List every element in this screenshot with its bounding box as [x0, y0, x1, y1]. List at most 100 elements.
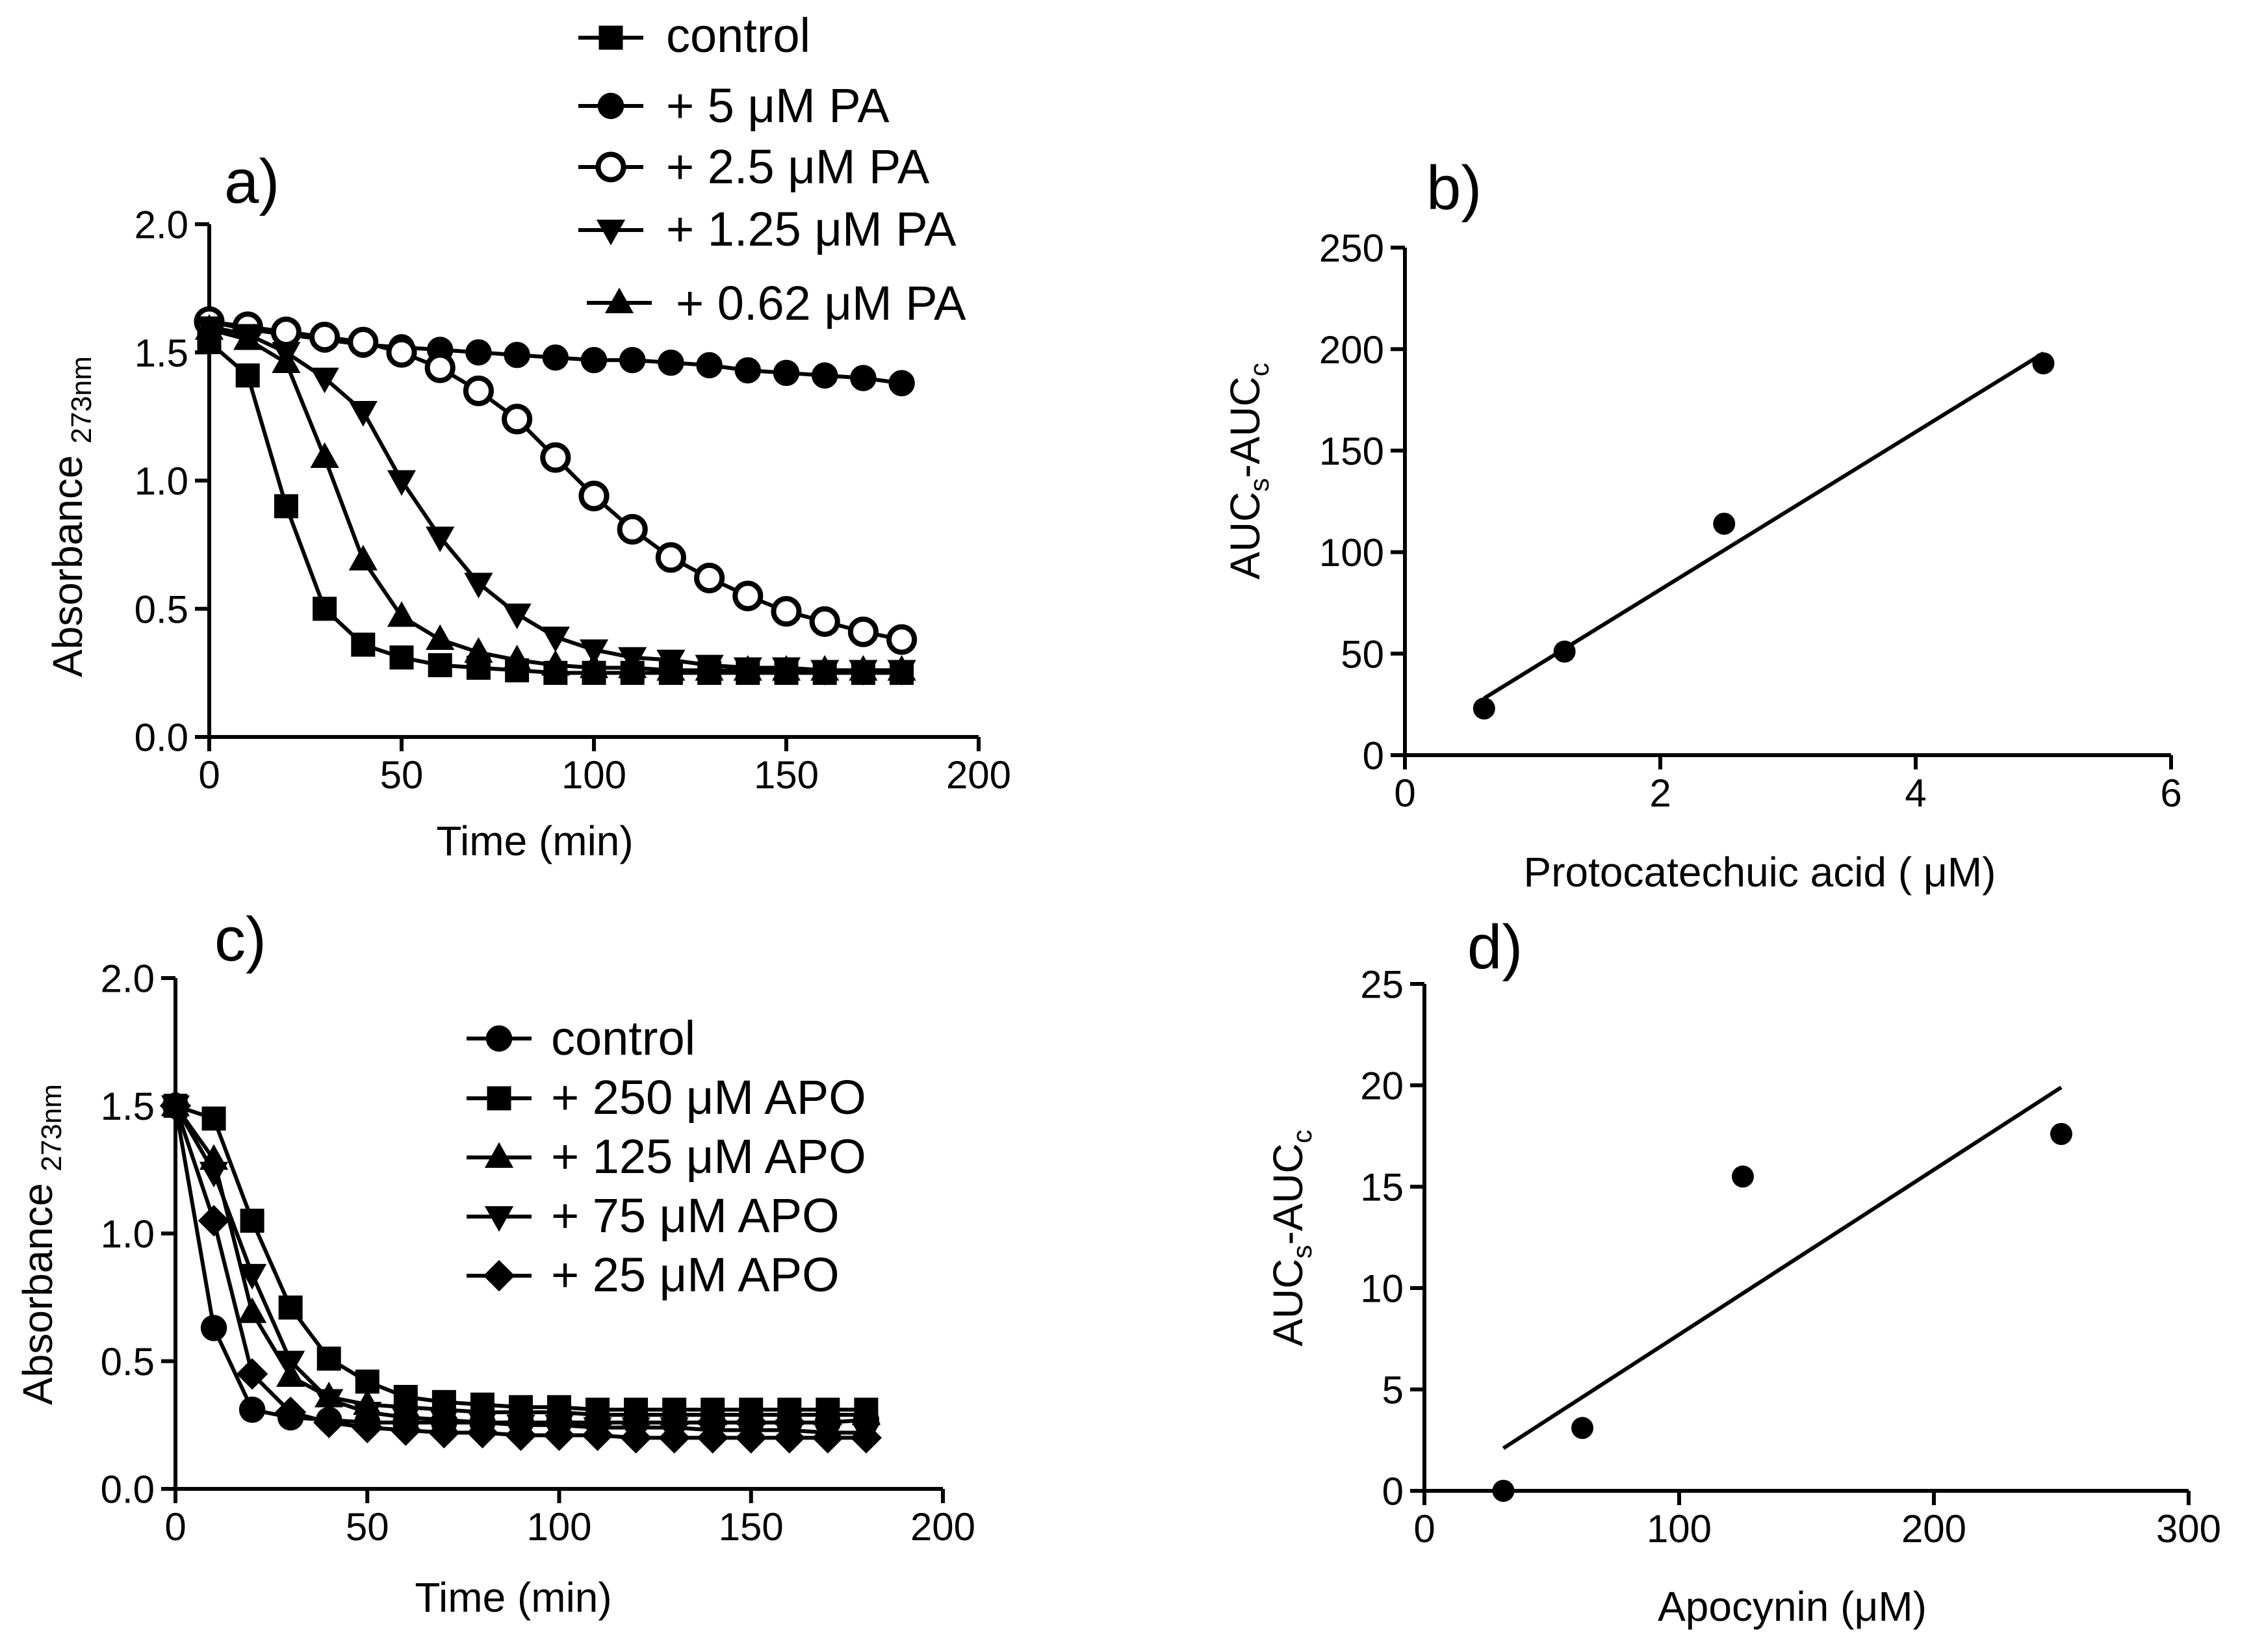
panel-a-data-point: [694, 562, 725, 593]
panel-d-axes: 0 100 200 300 0 5 10 15 20 25: [1360, 963, 2221, 1551]
panel-label-b: b): [1426, 153, 1482, 223]
panel-c-legend-marker-2: [484, 1142, 514, 1168]
panel-c-data-point: [428, 1417, 460, 1449]
panel-c-x-tick-label: 200: [910, 1505, 975, 1549]
panel-d-y-tick-label: 10: [1360, 1267, 1404, 1311]
panel-a-legend-label-5uM: + 5 μM PA: [666, 79, 890, 133]
panel-b-y-tick-label: 150: [1319, 430, 1384, 473]
panel-b: b) 0 2 4 6 0 50 100 150 200 250 Protocatechuic ac…: [1222, 153, 2182, 896]
panel-a-data-point: [541, 650, 570, 676]
panel-c-data-point: [773, 1422, 806, 1454]
panel-a-axes: 0 50 100 150 200 0.0 0.5 1.0 1.5 2.0: [135, 203, 1011, 797]
panel-a-legend: control + 5 μM PA + 2.5 μM PA + 1.25 μM …: [578, 8, 966, 330]
panel-a-y-tick-label: 2.0: [135, 203, 188, 247]
panel-d-y-tick-label: 5: [1382, 1369, 1404, 1412]
panel-a-data-point: [812, 362, 838, 389]
panel-a-data-point: [502, 645, 532, 671]
panel-a-data-point: [579, 639, 609, 665]
panel-b-y-axis-label-sub2: c: [1244, 363, 1274, 376]
panel-a-x-tick-label: 200: [946, 753, 1011, 797]
panel-b-y-axis-label-b: -AUC: [1222, 376, 1268, 478]
panel-a-data-point: [424, 352, 456, 383]
panel-a-data-point: [618, 652, 647, 678]
panel-c-data-point: [467, 1417, 498, 1449]
panel-b-data-point: [2032, 352, 2055, 375]
panel-c-x-tick-label: 50: [346, 1505, 389, 1549]
panel-c-data-point: [620, 1422, 652, 1454]
panel-c-legend-marker-3: [484, 1206, 514, 1232]
panel-a-legend-marker-3: [596, 220, 626, 246]
panel-d-y-axis-label-a: AUC: [1265, 1259, 1311, 1347]
panel-a-data-point: [542, 344, 569, 371]
panel-c-data-point: [236, 1358, 268, 1390]
panel-c-x-tick-label: 0: [164, 1505, 186, 1549]
panel-a-y-tick-label: 0.0: [135, 716, 188, 760]
panel-c-data-point: [543, 1419, 575, 1451]
panel-a-data-point: [386, 337, 417, 368]
panel-a-legend-label-0-62uM: + 0.62 μM PA: [676, 276, 966, 330]
panel-a-data-point: [658, 349, 684, 376]
panel-c-y-axis-label-sub: 273nm: [36, 1084, 68, 1172]
panel-a-data-point: [504, 341, 530, 368]
panel-a: a) 0 50 100 150 200 0.0 0.5 1.0 1.5 2.0 Time (min…: [44, 8, 1011, 864]
panel-a-y-axis-label-main: Absorbance: [44, 455, 91, 677]
panel-a-data-point: [887, 654, 916, 681]
panel-c-data-point: [240, 1208, 264, 1233]
panel-c-x-axis-label: Time (min): [415, 1574, 611, 1621]
panel-c-data-point: [201, 1106, 226, 1131]
panel-a-data-point: [541, 626, 570, 652]
panel-label-a: a): [224, 147, 279, 216]
panel-a-legend-label-2-5uM: + 2.5 μM PA: [666, 140, 930, 194]
panel-a-data-point: [309, 322, 341, 353]
panel-c-x-tick-label: 150: [719, 1505, 784, 1549]
panel-c-data-point: [238, 1396, 266, 1423]
panel-d-x-tick-label: 300: [2156, 1507, 2221, 1551]
panel-a-data-point: [734, 357, 762, 384]
panel-a-legend-marker-0: [598, 25, 623, 50]
panel-b-y-tick-label: 200: [1319, 328, 1384, 372]
panel-a-x-tick-label: 100: [561, 753, 626, 797]
panel-c-data-point: [237, 1263, 267, 1290]
panel-a-legend-marker-1: [597, 92, 624, 120]
panel-a-legend-label-1-25uM: + 1.25 μM PA: [666, 202, 957, 256]
panel-a-data-point: [696, 352, 723, 379]
panel-c-data-point: [658, 1422, 690, 1454]
panel-a-data-point: [310, 367, 339, 394]
panel-d-data-point: [1732, 1165, 1754, 1188]
panel-a-data-point: [732, 580, 764, 612]
panel-b-y-tick-label: 100: [1319, 531, 1384, 574]
panel-a-x-axis-label: Time (min): [436, 818, 633, 864]
panel-a-data-point: [502, 603, 532, 630]
panel-c-data-point: [390, 1414, 422, 1446]
panel-a-data-point: [886, 624, 918, 655]
panel-c-data-point: [355, 1369, 379, 1394]
panel-b-data-point: [1713, 512, 1736, 535]
panel-b-y-axis-label: AUCs-AUCc: [1222, 363, 1274, 580]
panel-d-y-tick-label: 25: [1360, 963, 1404, 1007]
panel-a-data-point: [773, 359, 800, 387]
panel-c-axes: 0 50 100 150 200 0.0 0.5 1.0 1.5 2.0: [101, 957, 975, 1549]
panel-d-x-tick-label: 0: [1413, 1507, 1435, 1551]
panel-d-x-tick-label: 200: [1901, 1507, 1966, 1551]
panel-a-data-point: [270, 316, 302, 348]
panel-a-data-point: [771, 654, 801, 681]
panel-d-data-point: [1492, 1480, 1515, 1502]
panel-a-data-point: [348, 401, 378, 427]
panel-a-data-point: [428, 653, 452, 678]
panel-c-data-point: [582, 1419, 613, 1451]
panel-a-data-point: [426, 624, 455, 651]
panel-c-legend-label-75uM: + 75 μM APO: [551, 1189, 840, 1243]
panel-d-data-point: [2050, 1122, 2072, 1145]
panel-c-data-point: [199, 1161, 229, 1188]
panel-d-y-tick-label: 0: [1382, 1470, 1404, 1514]
panel-c-data-point: [850, 1422, 882, 1454]
panel-a-x-tick-label: 0: [198, 753, 220, 797]
panel-b-x-tick-label: 4: [1905, 771, 1926, 815]
panel-a-data-point: [464, 637, 493, 663]
panel-a-legend-label-control: control: [666, 8, 810, 62]
panel-a-data-point: [580, 346, 608, 374]
panel-a-legend-marker-4: [604, 287, 634, 313]
panel-a-data-point: [389, 645, 414, 670]
panel-c-legend-label-25uM: + 25 μM APO: [551, 1248, 840, 1302]
